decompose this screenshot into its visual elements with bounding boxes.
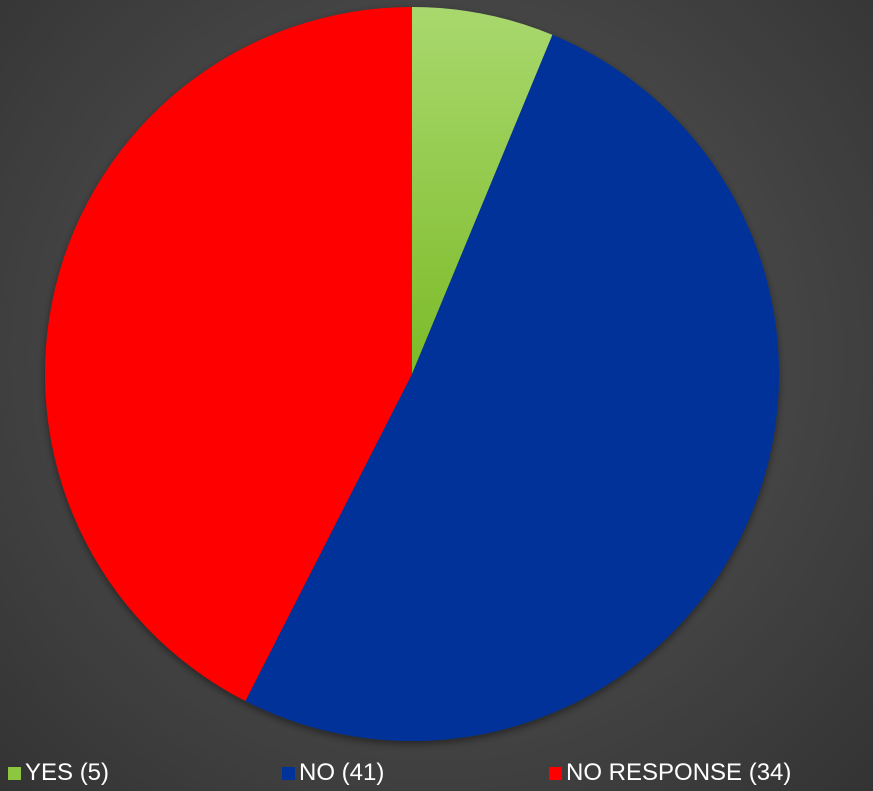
legend-label-yes: YES (5): [25, 759, 110, 786]
chart-legend: YES (5) NO (41) NO RESPONSE (34): [0, 755, 873, 791]
legend-item-no-response: NO RESPONSE (34): [549, 755, 791, 791]
legend-item-yes: YES (5): [8, 755, 109, 791]
legend-label-no: NO (41): [299, 759, 385, 786]
pie-slice-yes: [412, 7, 553, 374]
pie-slice-no: [245, 34, 779, 741]
pie-slice-no-response: [45, 7, 413, 701]
legend-item-no: NO (41): [282, 755, 384, 791]
legend-swatch-no-response: [549, 766, 562, 780]
legend-label-no-response: NO RESPONSE (34): [566, 759, 792, 786]
legend-swatch-yes: [8, 766, 21, 780]
legend-swatch-no: [282, 766, 295, 780]
